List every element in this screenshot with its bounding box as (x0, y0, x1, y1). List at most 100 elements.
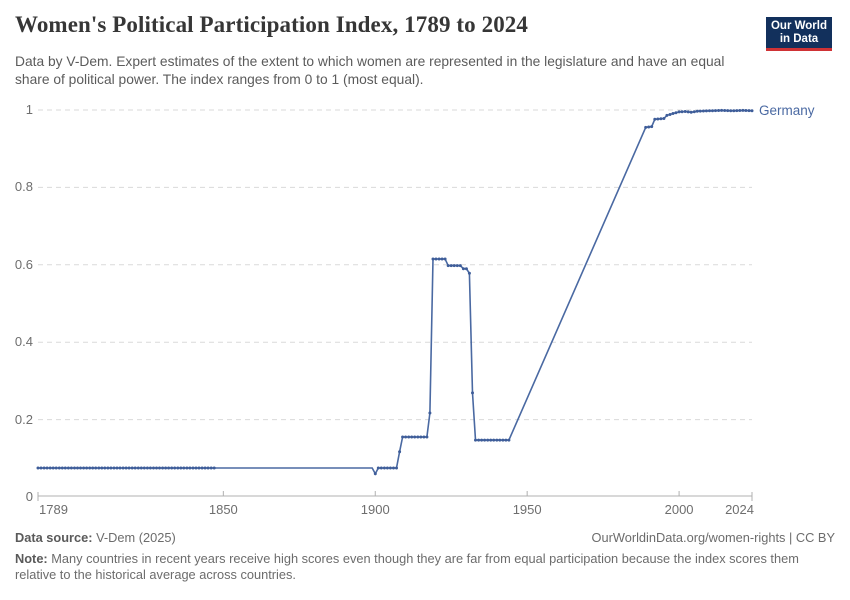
data-point-marker[interactable] (407, 435, 411, 439)
data-point-marker[interactable] (401, 435, 405, 439)
data-point-marker[interactable] (662, 117, 666, 120)
data-point-marker[interactable] (452, 264, 456, 268)
data-point-marker[interactable] (130, 466, 134, 470)
data-point-marker[interactable] (501, 438, 505, 442)
data-point-marker[interactable] (422, 435, 426, 439)
data-point-marker[interactable] (650, 125, 654, 129)
data-point-marker[interactable] (164, 466, 168, 470)
data-point-marker[interactable] (103, 466, 107, 470)
data-point-marker[interactable] (704, 109, 708, 113)
data-point-marker[interactable] (486, 438, 490, 442)
data-point-marker[interactable] (51, 466, 55, 470)
data-point-marker[interactable] (82, 466, 86, 470)
data-point-marker[interactable] (94, 466, 98, 470)
data-point-marker[interactable] (54, 466, 58, 470)
data-point-marker[interactable] (720, 108, 724, 112)
data-point-marker[interactable] (677, 110, 681, 114)
data-point-marker[interactable] (732, 109, 736, 113)
data-point-marker[interactable] (148, 466, 152, 470)
data-point-marker[interactable] (176, 466, 180, 470)
data-point-marker[interactable] (206, 466, 210, 470)
data-point-marker[interactable] (653, 117, 657, 121)
data-point-marker[interactable] (63, 466, 67, 470)
data-point-marker[interactable] (158, 466, 161, 470)
data-point-marker[interactable] (42, 466, 46, 470)
data-point-marker[interactable] (708, 109, 711, 113)
data-point-marker[interactable] (680, 110, 684, 114)
data-point-marker[interactable] (711, 109, 714, 113)
data-point-marker[interactable] (57, 466, 61, 470)
data-point-marker[interactable] (419, 435, 423, 439)
data-point-marker[interactable] (504, 438, 508, 442)
data-point-marker[interactable] (182, 466, 186, 470)
data-point-marker[interactable] (69, 466, 73, 470)
data-point-marker[interactable] (161, 466, 165, 470)
data-point-marker[interactable] (404, 435, 408, 439)
data-point-marker[interactable] (97, 466, 101, 470)
data-point-marker[interactable] (48, 466, 52, 470)
data-point-marker[interactable] (714, 109, 717, 113)
data-point-marker[interactable] (209, 466, 213, 470)
data-point-marker[interactable] (477, 438, 481, 442)
data-point-marker[interactable] (647, 125, 651, 129)
data-point-marker[interactable] (39, 466, 43, 470)
data-point-marker[interactable] (142, 466, 146, 470)
data-point-marker[interactable] (698, 109, 702, 113)
data-point-marker[interactable] (416, 435, 420, 439)
data-point-marker[interactable] (467, 271, 471, 275)
data-point-marker[interactable] (750, 109, 754, 113)
data-point-marker[interactable] (656, 117, 660, 121)
series-label-germany[interactable]: Germany (759, 103, 815, 118)
data-point-marker[interactable] (471, 391, 474, 395)
data-point-marker[interactable] (464, 267, 468, 271)
data-point-marker[interactable] (434, 257, 438, 261)
data-point-marker[interactable] (173, 466, 177, 470)
data-point-marker[interactable] (121, 466, 125, 470)
data-point-marker[interactable] (382, 466, 386, 470)
data-point-marker[interactable] (124, 466, 128, 470)
data-point-marker[interactable] (212, 466, 216, 470)
data-point-marker[interactable] (695, 109, 699, 113)
data-point-marker[interactable] (109, 466, 113, 470)
data-point-marker[interactable] (726, 109, 730, 113)
data-point-marker[interactable] (60, 466, 64, 470)
data-point-marker[interactable] (167, 466, 171, 470)
data-point-marker[interactable] (665, 113, 669, 117)
data-point-marker[interactable] (392, 466, 395, 470)
data-point-marker[interactable] (701, 109, 705, 113)
data-point-marker[interactable] (671, 112, 675, 115)
data-point-marker[interactable] (437, 257, 441, 261)
data-point-marker[interactable] (498, 438, 502, 442)
data-point-marker[interactable] (446, 264, 450, 268)
data-point-marker[interactable] (100, 466, 104, 470)
data-point-marker[interactable] (483, 438, 487, 442)
data-point-marker[interactable] (428, 411, 432, 415)
owid-logo[interactable]: Our World in Data (766, 17, 832, 51)
data-point-marker[interactable] (118, 466, 122, 470)
data-point-marker[interactable] (188, 466, 192, 470)
data-point-marker[interactable] (431, 257, 435, 261)
data-point-marker[interactable] (723, 109, 727, 112)
data-point-marker[interactable] (449, 264, 453, 268)
data-point-marker[interactable] (689, 110, 693, 114)
data-point-marker[interactable] (115, 466, 119, 470)
footer-link[interactable]: OurWorldinData.org/women-rights | CC BY (591, 530, 835, 545)
data-point-marker[interactable] (674, 111, 678, 115)
data-point-marker[interactable] (133, 466, 137, 470)
data-point-marker[interactable] (507, 438, 511, 442)
data-point-marker[interactable] (474, 438, 477, 442)
data-point-marker[interactable] (197, 466, 201, 470)
data-point-marker[interactable] (717, 109, 721, 112)
data-point-marker[interactable] (458, 264, 462, 268)
data-point-marker[interactable] (66, 466, 70, 470)
data-point-marker[interactable] (492, 438, 496, 442)
data-point-marker[interactable] (443, 257, 447, 261)
data-point-marker[interactable] (45, 466, 49, 470)
data-point-marker[interactable] (200, 466, 204, 470)
data-point-marker[interactable] (747, 109, 751, 113)
data-point-marker[interactable] (106, 466, 110, 470)
data-point-marker[interactable] (455, 264, 459, 268)
data-point-marker[interactable] (410, 435, 414, 439)
data-point-marker[interactable] (152, 466, 155, 470)
